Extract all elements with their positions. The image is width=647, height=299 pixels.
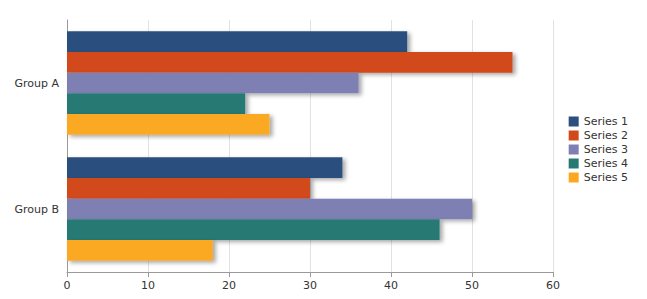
svg-text:Series 2: Series 2 [584, 129, 628, 142]
svg-text:30: 30 [303, 279, 317, 292]
svg-text:40: 40 [384, 279, 398, 292]
svg-text:10: 10 [141, 279, 155, 292]
svg-text:20: 20 [222, 279, 236, 292]
svg-text:Group B: Group B [14, 203, 59, 216]
svg-text:50: 50 [465, 279, 479, 292]
svg-text:0: 0 [64, 279, 71, 292]
svg-text:Series 5: Series 5 [584, 171, 628, 184]
svg-text:Series 1: Series 1 [584, 115, 628, 128]
svg-text:Series 3: Series 3 [584, 143, 628, 156]
svg-text:60: 60 [546, 279, 560, 292]
svg-text:Series 4: Series 4 [584, 157, 628, 170]
svg-text:Group A: Group A [14, 77, 59, 90]
